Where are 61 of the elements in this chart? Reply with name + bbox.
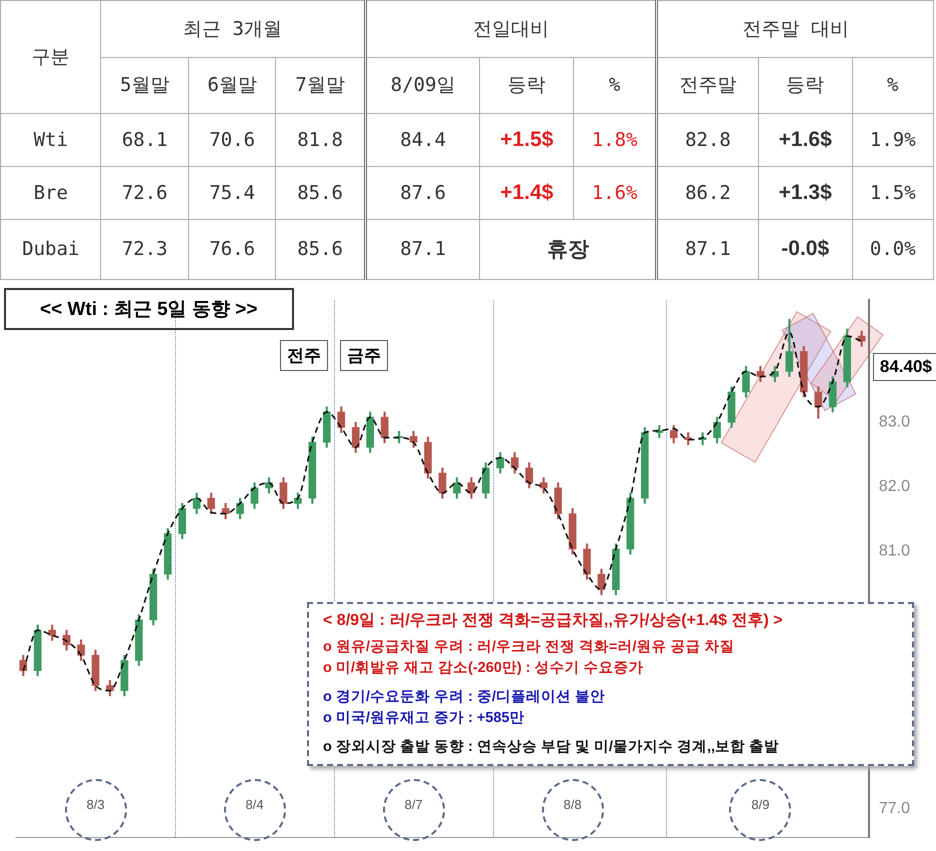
text: 70.6 [209,128,256,151]
text: -0.0$ [781,237,830,260]
text: +1.5$ [500,128,554,151]
text: 0.0% [870,238,916,260]
x-tick-label: 8/7 [404,796,423,812]
text: 전주말 대비 [656,0,934,58]
annotation: < 8/9일 : 러/우크라 전쟁 격화=공급차질,,유가/상승(+1.4$ 전후) > [323,611,784,631]
text: 82.8 [685,128,731,151]
category-label: 8/09일 [365,57,480,114]
annotation: o 원유/공급차질 우려 : 러/우크라 전쟁 격화=러/원유 공급 차질 [323,638,736,657]
annotation: o 미/휘발유 재고 감소(-260만) : 성수기 수요증가 [323,659,645,678]
category-label: 전주말 [656,57,758,114]
y-tick-label: 82.0 [878,478,910,496]
text: 최근 3개월 [100,0,366,58]
text: 87.6 [400,182,446,204]
annotation: 금주 [340,340,388,371]
text: 72.3 [122,238,168,260]
text: 84.40$ [872,353,936,382]
category-label: 7월말 [276,57,366,114]
text: +1.4$ [500,180,554,204]
text: 81.8 [297,128,343,151]
chart-title: << Wti : 최근 5일 동향 >> [4,288,294,330]
y-tick-label: 77.0 [878,800,910,817]
text: 86.2 [685,182,731,204]
category-label: Wti [34,128,68,151]
category-label: 6월말 [188,57,276,114]
text: 84.4 [400,128,446,151]
text: 68.1 [122,128,168,151]
text: 전일대비 [365,0,657,58]
text: 72.6 [122,182,168,204]
annotation: o 장외시장 출발 동향 : 연속상승 부담 및 미/물가지수 경계,,보합 출발 [323,738,780,757]
category-label: Dubai [22,238,80,260]
text: 1.6% [592,182,638,204]
y-tick-label: 81.0 [878,542,910,560]
annotation: o 경기/수요둔화 우려 : 중/디플레이션 불안 [323,688,606,707]
category-label: 등락 [480,57,574,114]
annotation: o 미국/원유재고 증가 : +585만 [323,709,526,728]
text: 76.6 [209,238,256,260]
text: 1.8% [592,128,638,151]
text: 구분 [0,0,101,114]
text: 75.4 [209,182,256,204]
text: 87.1 [400,238,446,260]
x-tick-label: 8/4 [245,796,264,812]
text: 1.5% [870,182,916,204]
x-tick-label: 8/9 [751,796,770,812]
text: +1.6$ [778,128,832,151]
category-label: 등락 [758,57,852,114]
text: 87.1 [685,238,731,260]
annotation: 전주 [280,340,328,371]
text: 85.6 [297,238,343,260]
category-label: % [574,57,657,114]
category-label: Bre [34,182,68,204]
text: 85.6 [297,182,343,204]
text: +1.3$ [778,180,832,204]
y-tick-label: 83.0 [878,414,910,431]
text: 1.9% [870,128,916,151]
text: 휴장 [546,238,589,262]
x-tick-label: 8/3 [86,796,105,812]
category-label: 5월말 [100,57,188,114]
x-tick-label: 8/8 [563,796,582,812]
category-label: % [852,57,934,114]
